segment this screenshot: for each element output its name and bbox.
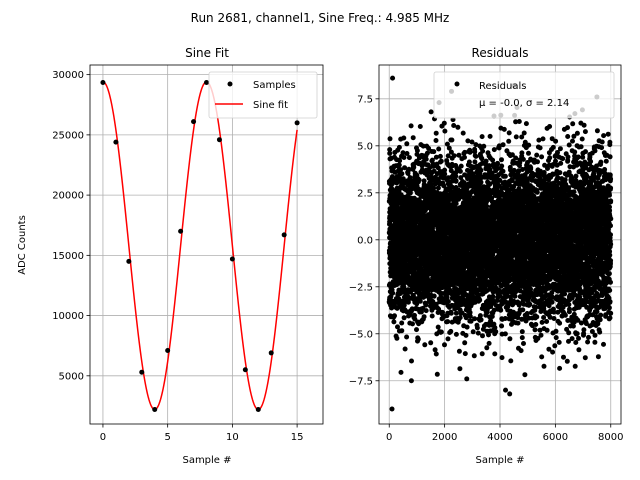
sine-fit-y-label: ADC Counts (17, 215, 28, 275)
residuals-legend-box (433, 71, 615, 119)
sine-fit-y-ticks: 5000 10000 15000 20000 25000 30000 (52, 70, 90, 382)
y-tick-label: −2.5 (349, 282, 373, 293)
sample-point (216, 137, 222, 143)
sine-fit-legend-box (208, 71, 318, 119)
residual-outlier-point (507, 391, 513, 397)
residual-outlier-point (389, 406, 395, 412)
sample-point (255, 407, 261, 413)
sample-point (126, 258, 132, 264)
x-tick-label: 6000 (543, 432, 568, 443)
x-tick-label: 10 (226, 432, 239, 443)
y-tick-label: 20000 (52, 191, 84, 202)
residual-outlier-point (503, 387, 509, 393)
sample-point (152, 407, 158, 413)
sample-point (178, 228, 184, 234)
y-tick-label: 25000 (52, 130, 84, 141)
legend-samples-marker (227, 81, 233, 87)
y-tick-label: 30000 (52, 70, 84, 81)
x-tick-label: 5 (164, 432, 170, 443)
x-tick-label: 4000 (487, 432, 512, 443)
y-tick-label: 7.5 (357, 94, 373, 105)
residual-outlier-point (408, 378, 414, 384)
x-tick-label: 2000 (432, 432, 457, 443)
sample-point (281, 232, 287, 238)
x-tick-label: 0 (100, 432, 106, 443)
residuals-plot: Residuals 0 2000 4000 6000 8000 −7.5 −5.0 −2.5… (349, 46, 624, 466)
sine-fit-x-ticks: 0 5 10 15 (100, 424, 304, 443)
y-tick-label: 5000 (59, 371, 84, 382)
x-tick-label: 8000 (598, 432, 623, 443)
residual-points (386, 105, 614, 378)
residual-outlier-point (390, 75, 396, 81)
sine-fit-grid (90, 65, 323, 424)
figure-suptitle: Run 2681, channel1, Sine Freq.: 4.985 MH… (191, 11, 450, 25)
residuals-title: Residuals (472, 46, 529, 60)
sine-fit-curve (102, 81, 298, 411)
sine-fit-samples-layer (100, 79, 300, 413)
y-tick-label: −5.0 (349, 329, 373, 340)
y-tick-label: 5.0 (357, 141, 373, 152)
residuals-x-ticks: 0 2000 4000 6000 8000 (386, 424, 623, 443)
sine-fit-line-layer (102, 81, 298, 411)
legend-residuals-label: Residuals (479, 81, 526, 92)
x-tick-label: 15 (291, 432, 304, 443)
y-tick-label: 15000 (52, 251, 84, 262)
sample-point (113, 139, 119, 145)
sample-point (268, 350, 274, 356)
sample-point (229, 256, 235, 262)
residuals-legend: Residuals μ = -0.0, σ = 2.14 (433, 71, 615, 119)
sample-point (191, 119, 197, 125)
x-tick-label: 0 (386, 432, 392, 443)
sample-point (139, 369, 145, 375)
sample-point (242, 367, 248, 373)
sample-point (100, 79, 106, 85)
residual-outlier-point (464, 376, 470, 382)
y-tick-label: 0.0 (357, 235, 373, 246)
sine-fit-legend: Samples Sine fit (208, 71, 318, 119)
sample-point (294, 120, 300, 126)
legend-sine-fit-label: Sine fit (253, 100, 288, 111)
residuals-y-ticks: −7.5 −5.0 −2.5 0.0 2.5 5.0 7.5 (349, 94, 379, 387)
sample-point (204, 79, 209, 85)
legend-residuals-marker (454, 81, 460, 87)
sample-point (165, 348, 171, 354)
sine-fit-frame (89, 64, 324, 425)
y-tick-label: 2.5 (357, 188, 373, 199)
residuals-x-label: Sample # (475, 455, 524, 466)
legend-samples-label: Samples (253, 80, 296, 91)
legend-residuals-stats: μ = -0.0, σ = 2.14 (479, 98, 569, 109)
y-tick-label: −7.5 (349, 376, 373, 387)
sine-fit-plot: Sine Fit 0 5 10 15 5000 10000 15000 20000 25000… (17, 46, 324, 466)
sine-fit-title: Sine Fit (185, 46, 229, 60)
sine-fit-x-label: Sample # (182, 455, 231, 466)
y-tick-label: 10000 (52, 311, 84, 322)
